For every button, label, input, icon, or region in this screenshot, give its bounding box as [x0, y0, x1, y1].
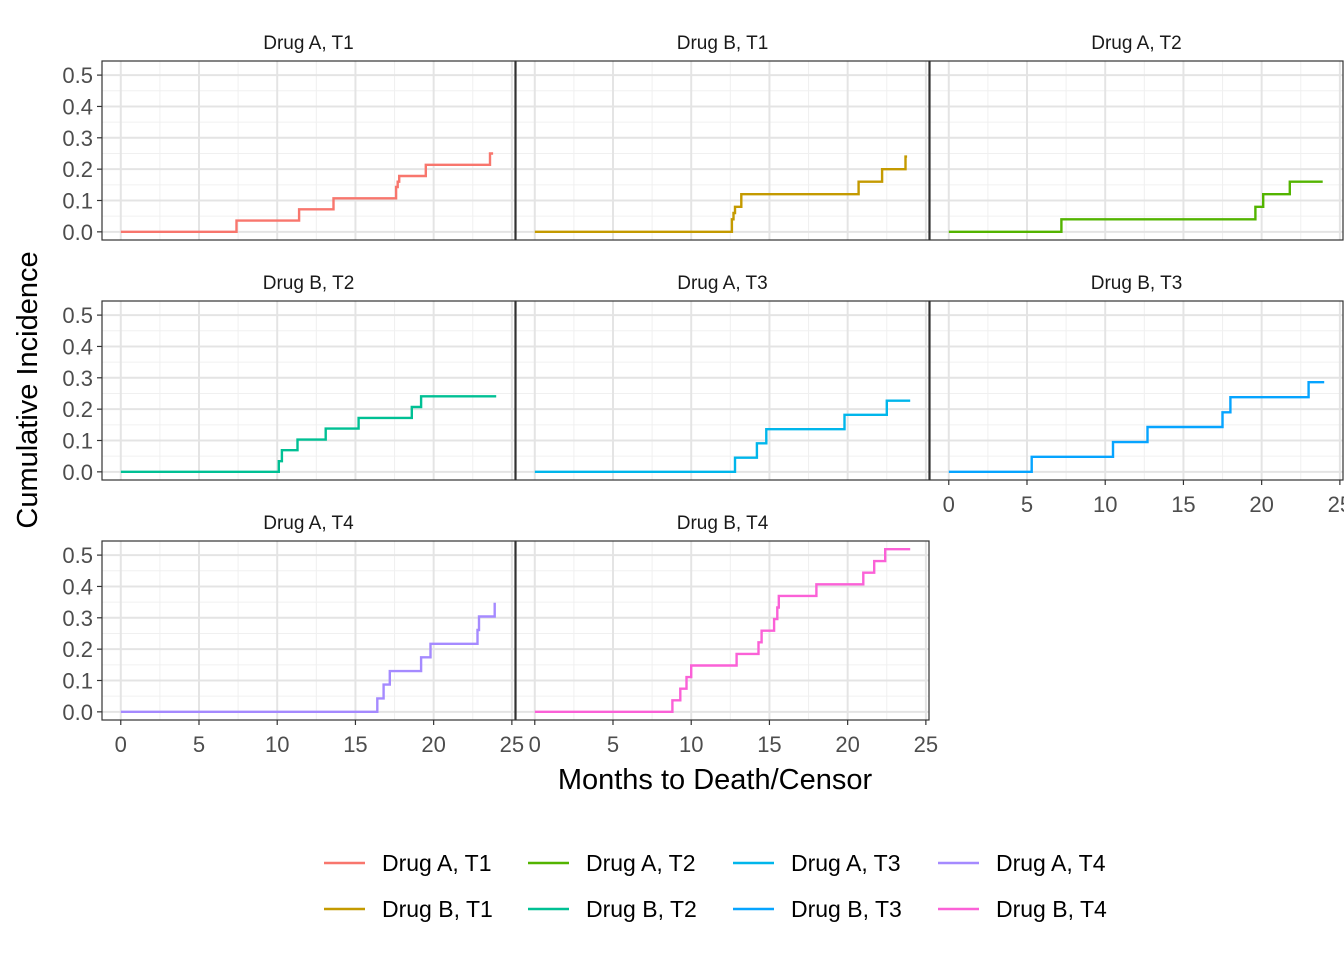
panel-background — [516, 301, 929, 480]
x-tick-label: 10 — [265, 732, 289, 757]
facet-panel: Drug B, T3 0 5 10 15 20 25 — [929, 273, 1344, 517]
x-tick-label: 25 — [500, 732, 524, 757]
legend-item: Drug A, T4 — [938, 850, 1106, 876]
legend-item: Drug B, T3 — [733, 896, 902, 922]
legend-label: Drug A, T4 — [996, 850, 1106, 876]
facet-panels: Drug A, T1 0.0 0.1 0.2 0.3 0.4 0.5 Drug B, T1 Dr… — [62, 33, 1344, 757]
y-tick-label: 0.2 — [62, 637, 93, 662]
legend-item: Drug A, T1 — [324, 850, 492, 876]
panel-border — [515, 540, 930, 721]
facet-strip-label: Drug B, T4 — [677, 513, 769, 534]
series-line — [120, 395, 497, 473]
x-tick-label: 15 — [1171, 492, 1195, 517]
legend-item: Drug B, T2 — [528, 896, 697, 922]
facet-panel: Drug A, T2 — [929, 33, 1344, 241]
panel-background — [930, 61, 1343, 240]
facet-strip-label: Drug A, T4 — [263, 513, 354, 534]
facet-strip-label: Drug A, T2 — [1091, 33, 1181, 54]
panel-border — [515, 300, 930, 481]
legend-item: Drug A, T3 — [733, 850, 901, 876]
x-tick-label: 20 — [1249, 492, 1273, 517]
x-tick-label: 15 — [757, 732, 781, 757]
panel-background — [102, 301, 515, 480]
legend-label: Drug A, T1 — [382, 850, 492, 876]
facet-panel: Drug A, T1 0.0 0.1 0.2 0.3 0.4 0.5 — [62, 33, 516, 245]
y-tick-label: 0.5 — [62, 303, 93, 328]
facet-panel: Drug B, T2 0.0 0.1 0.2 0.3 0.4 0.5 — [62, 273, 516, 485]
x-axis-title: Months to Death/Censor — [558, 764, 873, 796]
y-tick-label: 0.0 — [62, 700, 93, 725]
panel-border — [515, 60, 930, 241]
y-tick-label: 0.4 — [62, 334, 93, 359]
x-tick-label: 5 — [1021, 492, 1033, 517]
x-tick-label: 25 — [914, 732, 938, 757]
facet-panel: Drug B, T4 0 5 10 15 20 25 — [515, 513, 938, 757]
panel-background — [102, 61, 515, 240]
x-tick-label: 10 — [679, 732, 703, 757]
facet-panel: Drug B, T1 — [515, 33, 930, 241]
y-tick-label: 0.5 — [62, 543, 93, 568]
panel-background — [516, 61, 929, 240]
panel-border — [101, 540, 516, 721]
legend-label: Drug B, T3 — [791, 896, 902, 922]
y-tick-label: 0.3 — [62, 126, 93, 151]
x-tick-label: 15 — [343, 732, 367, 757]
y-tick-label: 0.1 — [62, 669, 93, 694]
facet-strip-label: Drug B, T3 — [1091, 273, 1183, 294]
series-line — [534, 155, 908, 233]
x-tick-label: 20 — [835, 732, 859, 757]
legend-item: Drug B, T4 — [938, 896, 1107, 922]
facet-strip-label: Drug B, T1 — [677, 33, 769, 54]
legend: Drug A, T1 Drug B, T1 Drug A, T2 Drug B, T2… — [324, 850, 1107, 922]
x-tick-label: 0 — [529, 732, 541, 757]
panel-background — [102, 541, 515, 720]
x-tick-label: 0 — [115, 732, 127, 757]
facet-strip-label: Drug A, T1 — [263, 33, 353, 54]
panel-background — [516, 541, 929, 720]
x-tick-label: 5 — [607, 732, 619, 757]
series-line — [120, 602, 496, 713]
x-tick-label: 20 — [421, 732, 445, 757]
facet-panel: Drug A, T3 — [515, 273, 930, 481]
panel-background — [930, 301, 1343, 480]
legend-label: Drug B, T4 — [996, 896, 1107, 922]
series-line — [534, 399, 911, 473]
panel-border — [101, 300, 516, 481]
y-tick-label: 0.4 — [62, 94, 93, 119]
y-tick-label: 0.3 — [62, 606, 93, 631]
y-tick-label: 0.4 — [62, 574, 93, 599]
legend-label: Drug A, T3 — [791, 850, 901, 876]
series-line — [948, 180, 1323, 233]
legend-item: Drug A, T2 — [528, 850, 696, 876]
legend-item: Drug B, T1 — [324, 896, 493, 922]
y-tick-label: 0.0 — [62, 220, 93, 245]
y-tick-label: 0.1 — [62, 189, 93, 214]
facet-panel: Drug A, T4 0.0 0.1 0.2 0.3 0.4 0.5 0 5 10 15 20 25 — [62, 513, 524, 757]
legend-label: Drug B, T1 — [382, 896, 493, 922]
series-line — [948, 381, 1325, 473]
x-tick-label: 5 — [193, 732, 205, 757]
x-tick-label: 10 — [1093, 492, 1117, 517]
y-tick-label: 0.2 — [62, 397, 93, 422]
y-tick-label: 0.0 — [62, 460, 93, 485]
facet-strip-label: Drug B, T2 — [263, 273, 355, 294]
facet-strip-label: Drug A, T3 — [677, 273, 767, 294]
y-axis-title: Cumulative Incidence — [12, 251, 44, 528]
series-line — [120, 152, 494, 233]
panel-border — [101, 60, 516, 241]
y-tick-label: 0.5 — [62, 63, 93, 88]
series-line — [534, 548, 911, 713]
y-tick-label: 0.3 — [62, 366, 93, 391]
legend-label: Drug B, T2 — [586, 896, 697, 922]
x-tick-label: 25 — [1328, 492, 1344, 517]
legend-label: Drug A, T2 — [586, 850, 696, 876]
y-tick-label: 0.1 — [62, 429, 93, 454]
panel-border — [929, 300, 1344, 481]
x-tick-label: 0 — [943, 492, 955, 517]
panel-border — [929, 60, 1344, 241]
y-tick-label: 0.2 — [62, 157, 93, 182]
